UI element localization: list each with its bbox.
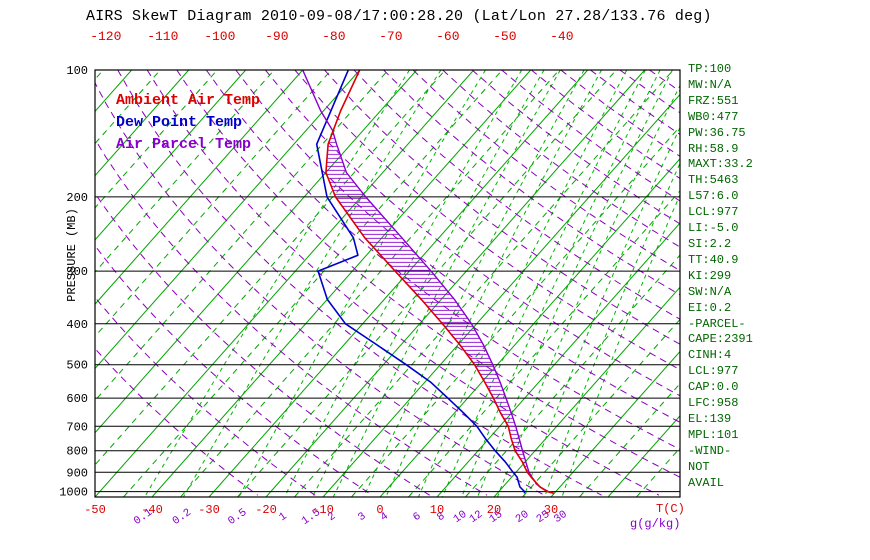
dry-adiabat-lines (95, 70, 680, 496)
stat-line: FRZ:551 (688, 93, 739, 108)
pressure-tick-label: 600 (66, 392, 88, 406)
stat-line: RH:58.9 (688, 141, 739, 156)
bottom-temp-tick-label: -10 (312, 503, 334, 517)
pressure-tick-label: 200 (66, 191, 88, 205)
top-temp-tick-label: -70 (379, 29, 402, 44)
stat-line: CAPE:2391 (688, 332, 753, 347)
sounding-curves (302, 70, 555, 495)
bottom-temp-tick-label: 20 (487, 503, 501, 517)
legend-item-2: Air Parcel Temp (116, 136, 252, 153)
mixing-ratio-tick-label: 12 (468, 509, 486, 526)
stat-line: CINH:4 (688, 348, 732, 363)
top-temp-tick-label: -40 (550, 29, 573, 44)
mixing-ratio-tick-label: 2 (326, 511, 338, 525)
stat-line: NOT (688, 459, 710, 474)
stat-line: -PARCEL- (688, 316, 746, 331)
legend-item-1: Dew Point Temp (116, 114, 243, 131)
bottom-temp-tick-label: -20 (255, 503, 277, 517)
stat-line: TT:40.9 (688, 252, 739, 267)
ambient-air-temp-curve (325, 70, 555, 495)
mixing-ratio-tick-label: 0.2 (171, 507, 194, 528)
stat-line: TP:100 (688, 62, 732, 76)
page-title: AIRS SkewT Diagram 2010-09-08/17:00:28.2… (86, 8, 712, 25)
pressure-tick-label: 900 (66, 466, 88, 480)
pressure-tick-label: 800 (66, 445, 88, 459)
top-temp-tick-label: -120 (90, 29, 121, 44)
mixing-ratio-tick-label: 6 (411, 511, 423, 525)
mixing-ratio-tick-label: 20 (514, 509, 532, 526)
mixing-ratio-tick-label: 4 (379, 510, 392, 524)
pressure-tick-label: 500 (66, 359, 88, 373)
bottom-temp-tick-label: -40 (141, 503, 163, 517)
stat-line: SI:2.2 (688, 236, 732, 251)
mixing-ratio-tick-label: 1 (277, 510, 290, 524)
mixing-ratio-tick-label: 3 (356, 511, 368, 525)
stat-line: LCL:977 (688, 205, 739, 220)
temp-axis-unit-label: T(C) (656, 502, 685, 516)
stat-line: KI:299 (688, 268, 732, 283)
top-temp-tick-label: -110 (147, 29, 178, 44)
plot-frame (94, 69, 681, 498)
top-temp-tick-label: -60 (436, 29, 459, 44)
pressure-tick-label: 300 (66, 265, 88, 279)
stat-line: L57:6.0 (688, 189, 739, 204)
bottom-temp-tick-label: 10 (430, 503, 444, 517)
stats-panel: TP:100 MW:N/A FRZ:551 WB0:477 PW:36.75 RH:58.… (688, 62, 868, 491)
top-temp-tick-label: -50 (493, 29, 516, 44)
stat-line: AVAIL (688, 475, 725, 490)
mixing-ratio-unit-label: g(g/kg) (630, 517, 681, 531)
dew-point-curve (315, 70, 526, 494)
stat-line: SW:N/A (688, 284, 732, 299)
stat-line: PW:36.75 (688, 125, 746, 140)
stat-line: LCL:977 (688, 364, 739, 379)
stat-line: WB0:477 (688, 109, 739, 124)
legend-item-0: Ambient Air Temp (116, 92, 261, 109)
stat-line: MPL:101 (688, 427, 739, 442)
bottom-temp-tick-label: 30 (544, 503, 558, 517)
pressure-axis-label: PRESSURE (MB) (65, 208, 79, 302)
mixing-ratio-tick-label: 0.5 (226, 507, 249, 528)
pressure-tick-label: 100 (66, 64, 88, 78)
mixing-ratio-tick-label: 10 (452, 509, 470, 526)
stat-line: EL:139 (688, 411, 732, 426)
top-temp-tick-label: -90 (265, 29, 288, 44)
top-temp-tick-label: -80 (322, 29, 345, 44)
stat-line: CAP:0.0 (688, 380, 739, 395)
bottom-temp-tick-label: 0 (376, 503, 383, 517)
stat-line: TH:5463 (688, 173, 739, 188)
bottom-temp-tick-label: -30 (198, 503, 220, 517)
pressure-tick-label: 700 (66, 420, 88, 434)
stat-line: EI:0.2 (688, 300, 732, 315)
stat-line: LI:-5.0 (688, 221, 739, 236)
stat-line: LFC:958 (688, 396, 739, 411)
pressure-tick-label: 1000 (59, 486, 88, 500)
stat-line: MW:N/A (688, 77, 732, 92)
pressure-gridlines (95, 69, 680, 493)
pressure-tick-label: 400 (66, 318, 88, 332)
bottom-temp-tick-label: -50 (84, 503, 106, 517)
top-temp-tick-label: -100 (204, 29, 235, 44)
mixing-ratio-tick-label: 8 (435, 511, 447, 525)
stat-line: MAXT:33.2 (688, 157, 753, 172)
stat-line: -WIND- (688, 443, 732, 458)
